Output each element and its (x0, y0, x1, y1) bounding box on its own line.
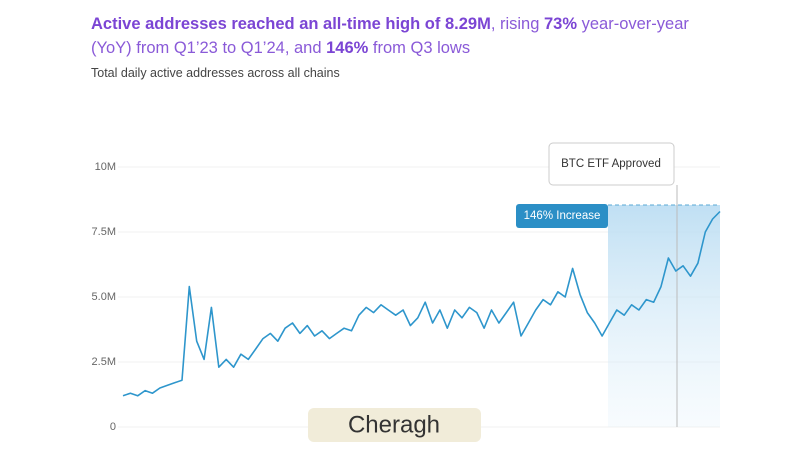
increase-label: 146% Increase (524, 210, 601, 222)
headline-part: 73% (544, 15, 578, 33)
headline-line: (YoY) from Q1’23 to Q1’24, and 146% from… (91, 36, 689, 60)
headline-line: Active addresses reached an all-time hig… (91, 12, 689, 36)
y-tick-label: 10M (95, 161, 116, 173)
etf-label: BTC ETF Approved (561, 158, 661, 170)
subtitle: Total daily active addresses across all … (91, 66, 340, 80)
headline-part: 146% (326, 39, 369, 57)
headline-part: , rising (490, 15, 544, 33)
y-tick-label: 7.5M (92, 226, 116, 238)
headline-part: from Q3 lows (368, 39, 471, 57)
y-tick-label: 2.5M (92, 356, 116, 368)
watermark: Cheragh (348, 411, 440, 438)
watermark-box (308, 408, 481, 442)
highlight-region (608, 205, 720, 427)
headline: Active addresses reached an all-time hig… (91, 12, 689, 60)
series-line (122, 210, 721, 397)
headline-part: Active addresses reached an all-time hig… (91, 15, 491, 33)
headline-part: year-over-year (577, 15, 689, 33)
etf-box (548, 142, 675, 186)
increase-box (516, 204, 608, 228)
headline-part: (YoY) from Q1’23 to Q1’24, and (91, 39, 327, 57)
y-tick-label: 0 (110, 421, 116, 433)
y-tick-label: 5.0M (92, 291, 116, 303)
